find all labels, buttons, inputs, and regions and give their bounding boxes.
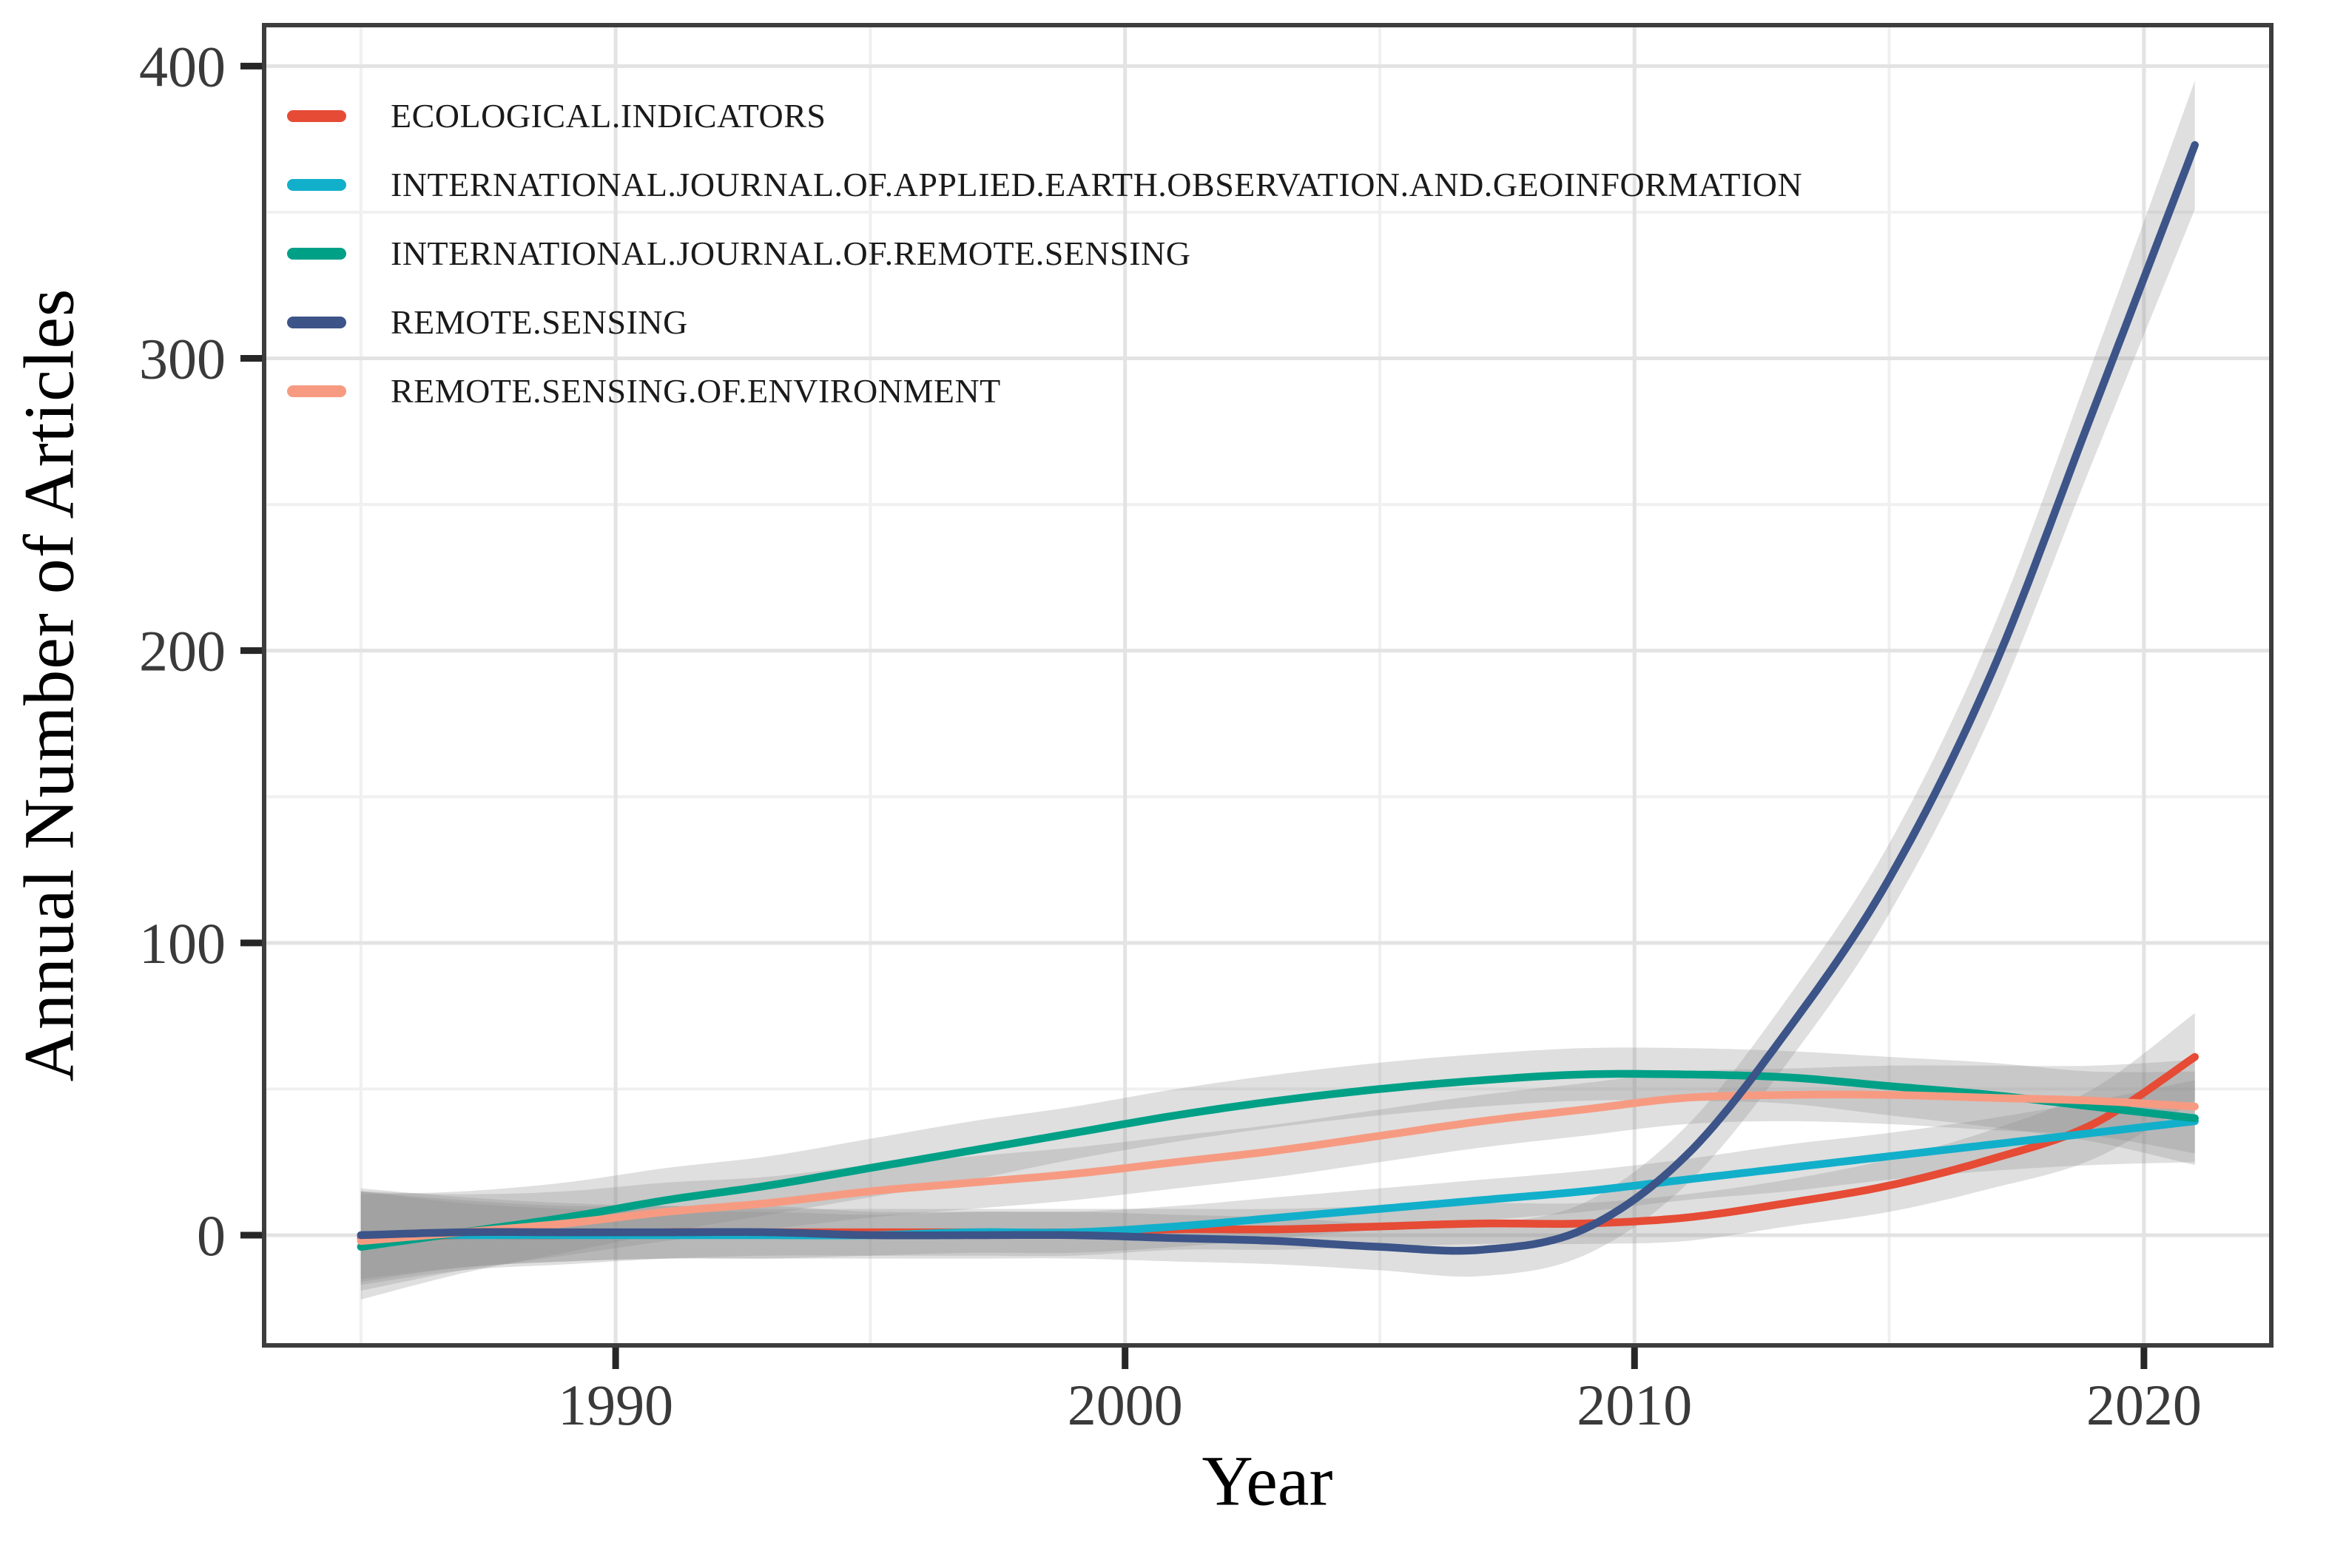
legend-item-label: REMOTE.SENSING.OF.ENVIRONMENT <box>391 372 1001 410</box>
x-tick-label: 2020 <box>2086 1373 2202 1437</box>
series-line-remote-sensing-of-environment <box>357 1090 2199 1246</box>
confidence-band-remote-sensing-of-environment <box>360 1059 2195 1291</box>
plot-panel <box>264 25 2271 1345</box>
y-tick-label: 100 <box>139 911 226 976</box>
x-axis-title: Year <box>1201 1441 1333 1521</box>
axis-tick-labels: 1990 2000 2010 2020 0 100 200 300 400 <box>139 34 2202 1437</box>
legend-item: INTERNATIONAL.JOURNAL.OF.REMOTE.SENSING <box>287 219 1802 288</box>
legend-item: REMOTE.SENSING.OF.ENVIRONMENT <box>287 356 1802 425</box>
legend-key-swatch <box>287 178 346 191</box>
y-tick-label: 300 <box>139 326 226 391</box>
x-tick-label: 2000 <box>1068 1373 1183 1437</box>
legend-key-swatch <box>287 247 346 260</box>
legend-key-swatch <box>287 385 346 397</box>
series-lines <box>357 141 2199 1255</box>
legend: ECOLOGICAL.INDICATORS INTERNATIONAL.JOUR… <box>287 81 1802 425</box>
y-tick-label: 400 <box>139 34 226 98</box>
legend-item: REMOTE.SENSING <box>287 288 1802 356</box>
legend-item-label: INTERNATIONAL.JOURNAL.OF.APPLIED.EARTH.O… <box>391 166 1803 203</box>
confidence-band-ecological-indicators <box>360 1013 2195 1285</box>
x-tick-label: 2010 <box>1577 1373 1692 1437</box>
legend-item-label: REMOTE.SENSING <box>391 303 688 341</box>
panel-border <box>262 23 2274 1348</box>
legend-item: INTERNATIONAL.JOURNAL.OF.APPLIED.EARTH.O… <box>287 150 1802 219</box>
series-line-remote-sensing <box>357 141 2199 1255</box>
series-line-international-journal-of-remote-sensing <box>357 1069 2199 1251</box>
legend-key-swatch <box>287 316 346 328</box>
legend-item-label: ECOLOGICAL.INDICATORS <box>391 97 826 135</box>
axis-ticks <box>240 62 2148 1369</box>
legend-key-swatch <box>287 109 346 122</box>
y-axis-title: Annual Number of Articles <box>9 288 89 1082</box>
x-tick-label: 1990 <box>558 1373 673 1437</box>
y-tick-label: 200 <box>139 619 226 683</box>
legend-item: ECOLOGICAL.INDICATORS <box>287 81 1802 150</box>
y-tick-label: 0 <box>197 1203 226 1268</box>
legend-item-label: INTERNATIONAL.JOURNAL.OF.REMOTE.SENSING <box>391 234 1191 272</box>
